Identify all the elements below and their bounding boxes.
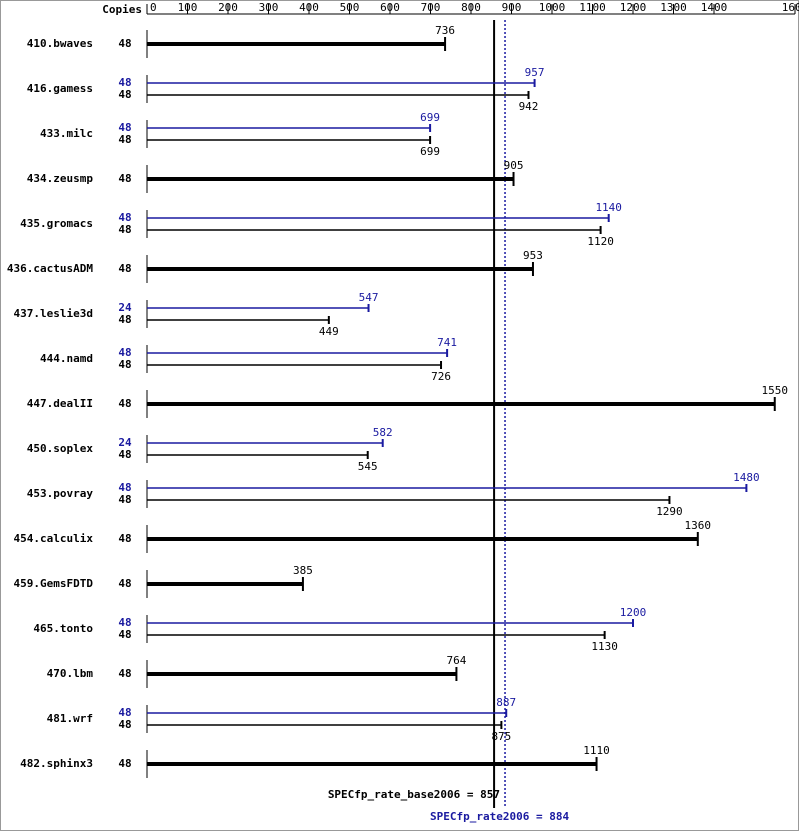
copies: 48 [118, 628, 131, 641]
category-label: 435.gromacs [20, 217, 93, 230]
x-tick-label: 100 [178, 1, 198, 14]
x-tick-label: 1600 [782, 1, 799, 14]
value-label: 1120 [587, 235, 614, 248]
value-label: 942 [519, 100, 539, 113]
copies: 48 [118, 211, 131, 224]
value-label: 1110 [583, 744, 610, 757]
value-label: 1550 [762, 384, 789, 397]
copies: 48 [118, 448, 131, 461]
category-label: 410.bwaves [27, 37, 93, 50]
value-label: 764 [446, 654, 466, 667]
copies: 48 [118, 493, 131, 506]
copies: 48 [118, 313, 131, 326]
reference-label: SPECfp_rate2006 = 884 [430, 810, 569, 823]
category-label: 447.dealII [27, 397, 93, 410]
x-tick-label: 700 [421, 1, 441, 14]
value-label: 545 [358, 460, 378, 473]
category-label: 454.calculix [14, 532, 94, 545]
copies: 48 [118, 76, 131, 89]
value-label: 1140 [595, 201, 622, 214]
x-tick-label: 1200 [620, 1, 647, 14]
value-label: 699 [420, 111, 440, 124]
copies: 24 [118, 301, 132, 314]
copies: 48 [118, 121, 131, 134]
copies: 48 [118, 262, 131, 275]
value-label: 449 [319, 325, 339, 338]
category-label: 436.cactusADM [7, 262, 93, 275]
copies: 48 [118, 88, 131, 101]
copies: 48 [118, 667, 131, 680]
reference-label: SPECfp_rate_base2006 = 857 [328, 788, 500, 801]
copies: 24 [118, 436, 132, 449]
copies: 48 [118, 718, 131, 731]
x-tick-label: 1100 [579, 1, 606, 14]
value-label: 1360 [685, 519, 712, 532]
copies: 48 [118, 481, 131, 494]
copies: 48 [118, 532, 131, 545]
copies: 48 [118, 223, 131, 236]
category-label: 437.leslie3d [14, 307, 93, 320]
category-label: 444.namd [40, 352, 93, 365]
value-label: 582 [373, 426, 393, 439]
value-label: 1290 [656, 505, 683, 518]
category-label: 465.tonto [33, 622, 93, 635]
copies: 48 [118, 133, 131, 146]
x-tick-label: 400 [299, 1, 319, 14]
value-label: 385 [293, 564, 313, 577]
value-label: 547 [359, 291, 379, 304]
category-label: 482.sphinx3 [20, 757, 93, 770]
copies: 48 [118, 706, 131, 719]
category-label: 453.povray [27, 487, 94, 500]
category-label: 481.wrf [47, 712, 93, 725]
x-tick-label: 1300 [660, 1, 687, 14]
copies: 48 [118, 757, 131, 770]
value-label: 726 [431, 370, 451, 383]
value-label: 905 [504, 159, 524, 172]
value-label: 887 [496, 696, 516, 709]
x-tick-label: 600 [380, 1, 400, 14]
copies: 48 [118, 358, 131, 371]
copies: 48 [118, 37, 131, 50]
x-tick-label: 300 [259, 1, 279, 14]
value-label: 741 [437, 336, 457, 349]
copies: 48 [118, 616, 131, 629]
category-label: 434.zeusmp [27, 172, 94, 185]
category-label: 470.lbm [47, 667, 94, 680]
copies: 48 [118, 577, 131, 590]
value-label: 875 [491, 730, 511, 743]
x-tick-label: 1000 [539, 1, 566, 14]
category-label: 450.soplex [27, 442, 94, 455]
value-label: 699 [420, 145, 440, 158]
value-label: 1200 [620, 606, 647, 619]
copies: 48 [118, 397, 131, 410]
value-label: 1480 [733, 471, 760, 484]
copies: 48 [118, 346, 131, 359]
x-tick-label: 1400 [701, 1, 728, 14]
copies: 48 [118, 172, 131, 185]
category-label: 416.gamess [27, 82, 93, 95]
value-label: 1130 [591, 640, 618, 653]
x-tick-label: 500 [340, 1, 360, 14]
value-label: 957 [525, 66, 545, 79]
x-tick-label: 0 [150, 1, 157, 14]
x-tick-label: 800 [461, 1, 481, 14]
category-label: 433.milc [40, 127, 93, 140]
copies-header: Copies [102, 3, 142, 16]
x-tick-label: 200 [218, 1, 238, 14]
value-label: 953 [523, 249, 543, 262]
value-label: 736 [435, 24, 455, 37]
category-label: 459.GemsFDTD [14, 577, 94, 590]
x-tick-label: 900 [502, 1, 522, 14]
